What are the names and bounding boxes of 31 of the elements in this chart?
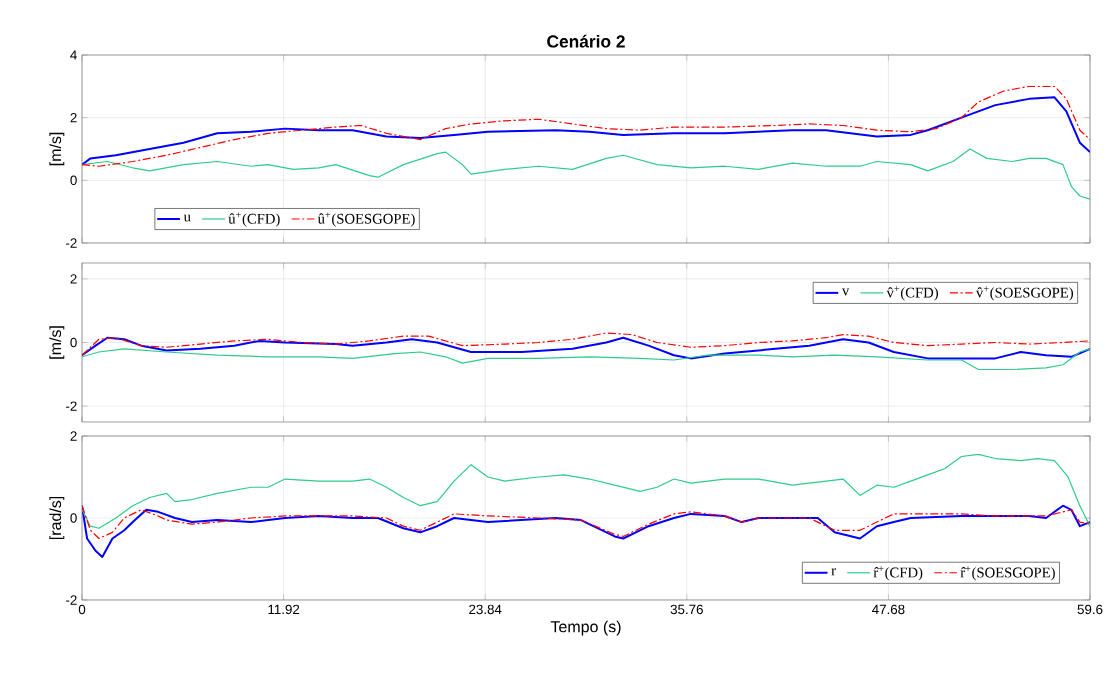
y-tick-label: -2: [66, 401, 77, 411]
y-tick-label: 4: [70, 50, 77, 60]
x-tick-label: 23.84: [469, 604, 502, 615]
y-tick-label: 2: [70, 274, 77, 284]
y-tick-label: -2: [66, 595, 77, 605]
chart-title: Cenário 2: [547, 34, 625, 48]
y-axis-title: [rad/s]: [49, 496, 65, 540]
x-axis-title: Tempo (s): [550, 620, 621, 636]
line-series: [82, 348, 1091, 371]
y-tick-label: 0: [70, 337, 77, 348]
y-axis-title: [m/s]: [49, 326, 65, 359]
legend-label: v̂$^{+}$(SOESGOPE): [975, 286, 1073, 301]
y-tick-label: -2: [66, 238, 77, 248]
y-tick-label: 0: [70, 513, 77, 523]
legend-label: v: [841, 288, 850, 296]
x-tick-label: 59.6: [1077, 604, 1103, 615]
x-tick-label: 47.68: [872, 604, 905, 615]
x-tick-label: 11.92: [268, 604, 300, 615]
legend-label: û$^{+}$(SOESGOPE): [317, 212, 415, 227]
legend-label: r̂$^{+}$(SOESGOPE): [960, 566, 1055, 581]
y-tick-label: 0: [70, 175, 77, 186]
legend-label: r: [831, 568, 836, 576]
x-tick-label: 0: [78, 604, 86, 615]
y-tick-label: 2: [70, 431, 77, 441]
legend-label: u: [183, 214, 191, 222]
y-axis-title: [m/s]: [49, 132, 65, 166]
x-tick-label: 35.76: [670, 604, 703, 615]
legend-label: v̂$^{+}$(CFD): [886, 286, 938, 301]
legend-label: r̂$^{+}$(CFD): [873, 566, 923, 581]
legend-label: û$^{+}$(CFD): [228, 212, 280, 227]
y-tick-label: 2: [70, 113, 77, 123]
